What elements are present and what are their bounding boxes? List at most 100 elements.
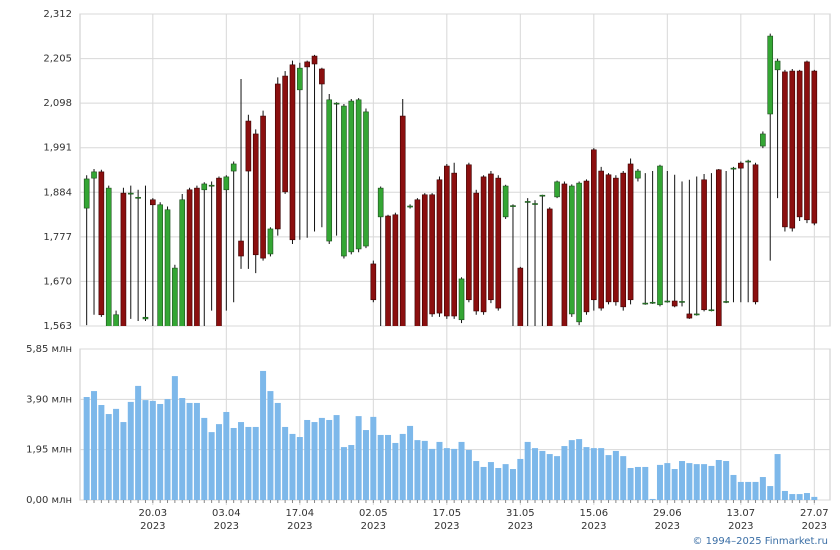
volume-bar: [598, 448, 605, 500]
volume-bar: [120, 422, 127, 500]
volume-bar: [186, 402, 193, 500]
candle-body: [524, 201, 531, 203]
x-tick-label: 03.04: [212, 508, 241, 519]
candle-body: [142, 316, 149, 320]
volume-bar: [686, 463, 693, 500]
volume-tick-label: 1,95 млн: [26, 445, 72, 456]
candle-body: [708, 309, 715, 312]
volume-bar: [414, 440, 421, 500]
candle-body: [532, 203, 538, 205]
volume-bar: [568, 440, 575, 500]
volume-bar: [627, 467, 634, 500]
volume-bar: [620, 456, 627, 500]
volume-bar: [171, 376, 178, 500]
volume-bar: [370, 416, 377, 500]
volume-bar: [348, 445, 355, 500]
volume-bar: [774, 454, 781, 500]
candle-body: [164, 209, 171, 326]
x-tick-year: 2023: [728, 521, 753, 532]
volume-tick-label: 0,00 млн: [26, 495, 72, 506]
candle-body: [745, 160, 751, 163]
candle-body: [194, 187, 200, 326]
volume-bar: [193, 402, 200, 500]
volume-bar: [392, 442, 399, 500]
volume-bar: [701, 464, 708, 500]
volume-bar: [590, 448, 597, 500]
volume-bar: [113, 408, 120, 500]
candle-body: [252, 133, 259, 256]
volume-bar: [730, 474, 737, 500]
volume-bar: [554, 456, 561, 500]
volume-bar: [649, 498, 656, 500]
candle-body: [289, 64, 296, 241]
volume-bar: [546, 454, 553, 500]
volume-bar: [362, 430, 369, 500]
volume-bar: [642, 466, 649, 500]
volume-bar: [208, 432, 215, 500]
candle-body: [355, 99, 362, 250]
candle-body: [223, 176, 230, 191]
candle-body: [760, 133, 766, 147]
candle-body: [554, 181, 560, 198]
volume-bar: [524, 441, 531, 500]
candle-body: [605, 174, 612, 303]
volume-bar: [340, 447, 347, 500]
candle-body: [274, 83, 281, 230]
candle-body: [664, 300, 671, 303]
volume-bar: [304, 419, 311, 500]
candle-body: [715, 169, 722, 326]
credit: © 1994–2025 Finmarket.ru: [692, 536, 828, 547]
volume-tick-label: 5,85 млн: [26, 344, 72, 355]
candle-body: [120, 192, 127, 326]
candle-body: [458, 278, 465, 321]
candle-body: [282, 75, 288, 193]
candle-body: [399, 115, 406, 326]
candle-body: [796, 70, 803, 218]
candle-body: [480, 176, 487, 313]
candle-body: [216, 177, 222, 326]
volume-bar: [355, 416, 362, 500]
candle-body: [267, 228, 274, 255]
volume-bar: [326, 419, 333, 500]
candle-body: [488, 173, 494, 301]
candle-body: [429, 194, 435, 315]
candle-body: [774, 60, 781, 71]
candle-body: [208, 184, 215, 187]
candle-body: [767, 35, 774, 115]
y-tick-label: 2,205: [43, 54, 72, 65]
candle-body: [701, 179, 707, 311]
x-tick-label: 29.06: [653, 508, 682, 519]
volume-bar: [142, 400, 149, 500]
volume-bar: [803, 493, 810, 500]
volume-bar: [377, 434, 384, 500]
volume-bar: [473, 461, 480, 500]
candle-body: [105, 187, 112, 326]
x-tick-label: 02.05: [359, 508, 388, 519]
volume-bar: [532, 448, 539, 500]
candle-body: [657, 165, 663, 306]
volume-bar: [634, 466, 641, 500]
y-tick-label: 1,991: [43, 143, 72, 154]
volume-bar: [223, 411, 230, 500]
candle-body: [730, 167, 737, 170]
volume-bar: [495, 467, 502, 500]
candle-body: [414, 199, 421, 326]
candle-body: [230, 163, 237, 172]
candle-body: [613, 177, 619, 303]
x-tick-year: 2023: [434, 521, 459, 532]
y-tick-label: 1,777: [43, 232, 72, 243]
candle-body: [127, 192, 134, 195]
candle-body: [436, 179, 443, 314]
volume-bar: [605, 455, 612, 500]
volume-bar: [407, 425, 414, 500]
volume-bar: [451, 448, 458, 500]
volume-bar: [164, 399, 171, 500]
volume-bar: [311, 422, 318, 500]
volume-bar: [465, 449, 472, 500]
candle-body: [620, 172, 627, 308]
candle-body: [510, 205, 516, 207]
candle-body: [385, 215, 391, 326]
candle-body: [341, 105, 347, 257]
candle-body: [627, 163, 634, 301]
candle-body: [495, 177, 502, 309]
